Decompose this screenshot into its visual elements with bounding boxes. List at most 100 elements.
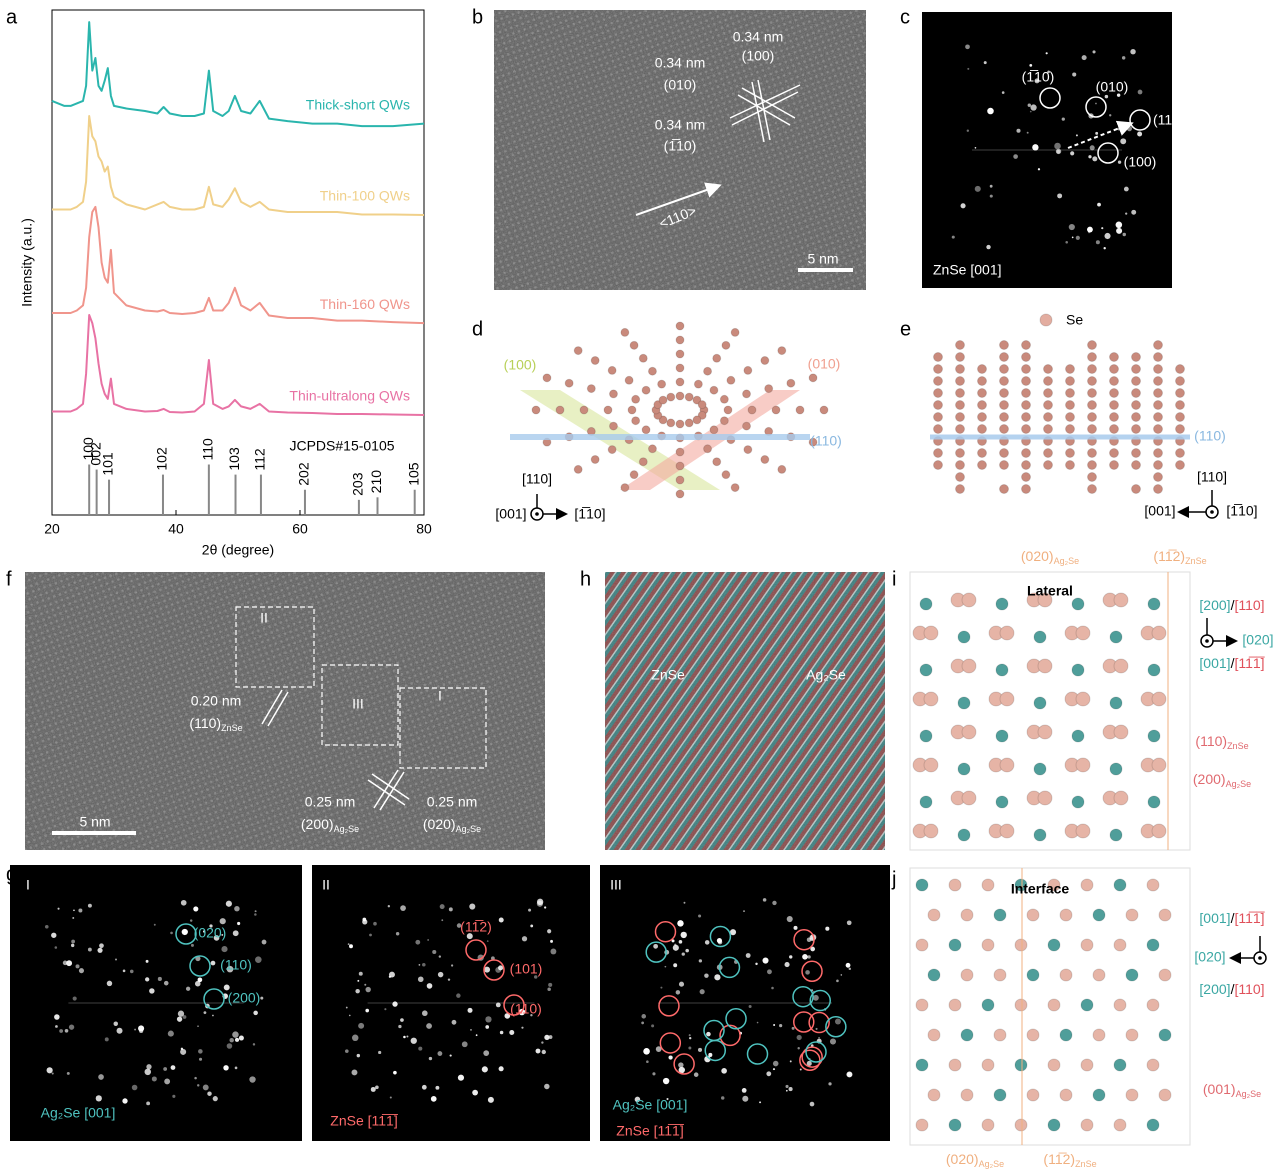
fft-spot — [470, 1029, 472, 1031]
fft-spot — [403, 1036, 406, 1039]
annotation: (200)Ag₂Se — [1193, 771, 1251, 790]
annotation: Lateral — [1027, 583, 1073, 599]
fft-spot — [146, 1101, 150, 1105]
fft-spot — [679, 940, 683, 944]
atom — [1152, 758, 1166, 772]
fft-spot — [699, 959, 702, 962]
atom — [916, 999, 928, 1011]
atom — [958, 829, 970, 841]
fft-spot — [88, 904, 92, 908]
fft-spot — [472, 1090, 478, 1096]
fft-spot — [499, 918, 504, 923]
fft-spot — [485, 1016, 491, 1022]
fft-spot — [847, 920, 852, 925]
fft-spot — [96, 1095, 102, 1101]
fft-spot — [439, 955, 441, 957]
fft-spot — [419, 964, 421, 966]
fft-spot — [1072, 237, 1074, 239]
reference-label: 110 — [200, 438, 216, 461]
annotation-sub: Ag₂Se — [1236, 1089, 1262, 1099]
fft-spot — [357, 1054, 360, 1057]
fft-spot — [1131, 210, 1136, 215]
fft-spot — [458, 1075, 464, 1081]
fft-spot — [706, 1032, 711, 1037]
fft-spot — [349, 1015, 351, 1017]
atom — [928, 1089, 940, 1101]
atom — [1159, 969, 1171, 981]
fft-spot — [1120, 138, 1126, 144]
fft-spot — [1028, 103, 1031, 106]
atom — [1088, 425, 1097, 434]
atom — [787, 379, 795, 387]
atom — [1154, 425, 1163, 434]
atom — [1076, 692, 1090, 706]
filtered-grain — [605, 572, 885, 850]
fft-spot — [55, 946, 58, 949]
atom — [608, 366, 616, 374]
atom — [743, 422, 751, 430]
atom — [1110, 353, 1119, 362]
fft-spot — [530, 925, 533, 928]
atom — [916, 1059, 928, 1071]
atom — [1088, 473, 1097, 482]
fft-spot — [114, 1022, 118, 1026]
fft-spot — [1101, 227, 1103, 229]
annotation-main: (200) — [1193, 771, 1226, 787]
fft-spot — [234, 906, 239, 911]
annotation: 0.20 nm — [191, 693, 242, 709]
atom — [1000, 692, 1014, 706]
atom — [1110, 365, 1119, 374]
series-label: Thin-160 QWs — [320, 296, 410, 312]
fft-spot — [485, 1025, 489, 1029]
atom — [1027, 909, 1039, 921]
atom — [778, 465, 786, 473]
annotation: (110) — [510, 1001, 542, 1017]
atom — [1000, 485, 1009, 494]
atom — [956, 461, 965, 470]
fft-spot — [1123, 233, 1126, 236]
atom — [1132, 353, 1141, 362]
atom — [1132, 425, 1141, 434]
fft-spot — [641, 1014, 646, 1019]
fft-spot — [97, 948, 102, 953]
fft-spot — [440, 904, 445, 909]
atom — [1114, 999, 1126, 1011]
fft-spot — [152, 1076, 157, 1081]
atom — [978, 377, 987, 386]
fft-spot — [229, 1038, 233, 1042]
annotation-part: [001] — [1199, 910, 1230, 926]
fft-spot — [449, 907, 453, 911]
axis-dot-center — [1205, 639, 1209, 643]
fft-spot — [1056, 149, 1061, 154]
fft-spot — [371, 1087, 376, 1092]
atom — [1044, 413, 1053, 422]
atom — [1132, 485, 1141, 494]
fft-spot — [432, 950, 436, 954]
atom — [1081, 939, 1093, 951]
atom — [934, 449, 943, 458]
fft-spot — [685, 949, 689, 953]
reference-label: 202 — [296, 462, 312, 486]
atom — [642, 386, 650, 394]
atom — [1048, 999, 1060, 1011]
atom — [1132, 389, 1141, 398]
fft-spot — [482, 1066, 488, 1072]
atom — [1152, 824, 1166, 838]
atom — [949, 999, 961, 1011]
atom — [625, 376, 633, 384]
atom — [1114, 659, 1128, 673]
atom — [1027, 1089, 1039, 1101]
atom — [928, 969, 940, 981]
fft-spot — [668, 1055, 672, 1059]
fft-spot — [441, 919, 443, 921]
atom — [916, 879, 928, 891]
reference-label: 101 — [100, 452, 116, 476]
atom — [591, 455, 599, 463]
fft-spot — [237, 922, 240, 925]
atom — [956, 449, 965, 458]
page: {"chart_data": {"type": "line", "letter"… — [0, 0, 1282, 1172]
atom — [961, 1029, 973, 1041]
fft-spot — [698, 914, 701, 917]
fft-spot — [767, 969, 772, 974]
fft-spot — [358, 1023, 364, 1029]
